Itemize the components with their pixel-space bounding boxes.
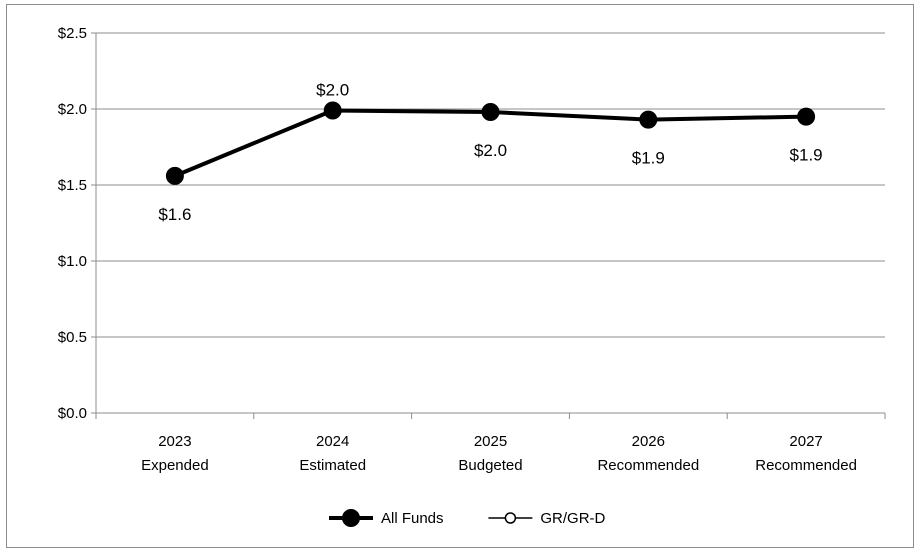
data-point: [481, 103, 500, 122]
data-label: $1.6: [158, 205, 191, 224]
data-label: $1.9: [632, 149, 665, 168]
series-layer: [165, 101, 816, 185]
chart-frame: [6, 4, 914, 548]
y-tick-labels: $0.0 $0.5 $1.0 $1.5 $2.0 $2.5: [58, 25, 87, 422]
x-tick-label: 2026: [632, 433, 665, 450]
x-tick-label: Recommended: [755, 457, 857, 474]
legend-label: All Funds: [381, 510, 444, 527]
data-point: [165, 166, 184, 185]
legend-item: GR/GR-D: [488, 510, 606, 527]
data-label: $1.9: [790, 146, 823, 165]
data-point: [323, 101, 342, 120]
legend-marker: [342, 509, 360, 527]
y-tick-label: $2.0: [58, 101, 87, 118]
y-tick-label: $2.5: [58, 25, 87, 42]
legend-marker: [504, 512, 517, 524]
legend: All Funds GR/GR-D: [329, 509, 606, 527]
y-tick-label: $1.0: [58, 253, 87, 270]
x-tick-label: Estimated: [299, 457, 366, 474]
data-point: [639, 110, 658, 129]
x-tick-label: 2023: [158, 433, 191, 450]
axes: [91, 32, 886, 419]
x-tick-label: Expended: [141, 457, 209, 474]
data-label: $2.0: [316, 81, 349, 100]
y-tick-label: $1.5: [58, 177, 87, 194]
x-tick-label: 2024: [316, 433, 349, 450]
data-label: $2.0: [474, 141, 507, 160]
x-tick-label: Recommended: [597, 457, 699, 474]
legend-label: GR/GR-D: [540, 510, 605, 527]
x-tick-labels: 2023 Expended 2024 Estimated 2025 Budgeted 202…: [141, 433, 857, 474]
data-labels: $1.6 $2.0 $2.0 $1.9 $1.9: [158, 81, 822, 224]
data-point: [797, 107, 816, 126]
x-tick-label: 2027: [789, 433, 822, 450]
gridlines: [96, 32, 885, 338]
x-tick-label: 2025: [474, 433, 507, 450]
y-tick-label: $0.5: [58, 329, 87, 346]
x-tick-label: Budgeted: [458, 457, 522, 474]
y-tick-label: $0.0: [58, 405, 87, 422]
legend-item: All Funds: [329, 509, 444, 527]
